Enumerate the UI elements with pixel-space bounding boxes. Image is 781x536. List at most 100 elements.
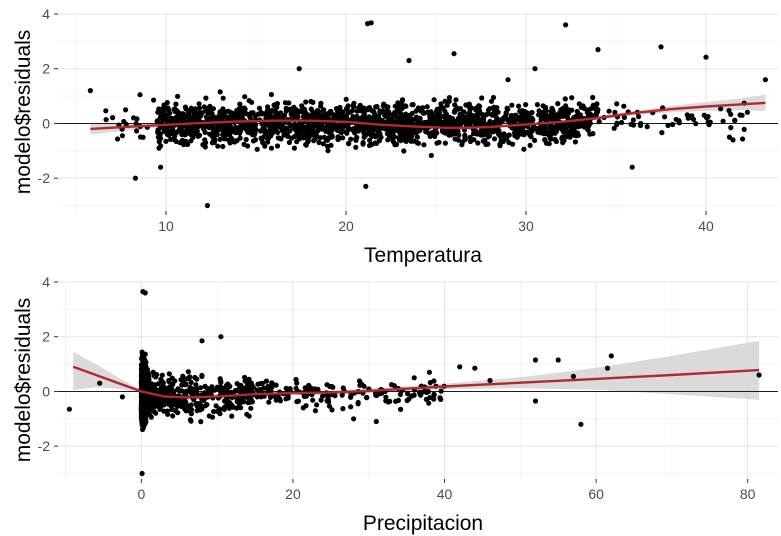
data-point xyxy=(160,398,166,405)
data-point xyxy=(321,107,327,113)
data-point xyxy=(237,128,243,134)
data-point xyxy=(314,123,320,129)
data-point xyxy=(426,369,432,375)
data-point xyxy=(270,128,276,134)
data-point xyxy=(139,363,145,369)
data-point xyxy=(137,92,143,98)
loess-smooth-line xyxy=(90,101,766,131)
data-point xyxy=(211,408,217,415)
data-point xyxy=(249,132,255,138)
data-point xyxy=(388,382,395,388)
data-point xyxy=(156,145,162,151)
data-point xyxy=(263,115,269,121)
data-point xyxy=(205,105,211,111)
data-point xyxy=(395,105,401,111)
data-point xyxy=(243,136,249,143)
data-point xyxy=(604,365,611,371)
data-point xyxy=(659,130,665,136)
data-point xyxy=(544,131,550,137)
data-point xyxy=(762,77,769,83)
data-point xyxy=(404,397,410,404)
data-point xyxy=(161,408,167,414)
data-point xyxy=(555,101,561,107)
data-point xyxy=(269,384,275,390)
data-point xyxy=(312,408,318,414)
data-point xyxy=(186,407,192,413)
data-point xyxy=(288,111,294,118)
data-point xyxy=(498,138,504,144)
y-tick-label: 4 xyxy=(42,6,50,22)
data-point xyxy=(399,98,405,104)
data-point xyxy=(278,136,284,142)
precipitacion-panel: 0 20 40 60 80 -2 0 2 4 Precipitacion modelo$res… xyxy=(12,274,778,535)
data-point xyxy=(202,129,208,135)
data-point xyxy=(327,110,333,116)
data-point xyxy=(411,375,417,381)
data-point xyxy=(443,111,449,117)
data-point xyxy=(467,109,473,115)
data-point xyxy=(215,125,221,131)
data-point xyxy=(304,124,310,130)
data-point xyxy=(574,108,580,115)
data-point xyxy=(318,103,324,109)
precipitacion-y-axis-title: modelo$residuals xyxy=(12,298,35,463)
data-point xyxy=(144,367,151,373)
y-tick-label: 2 xyxy=(42,61,50,77)
data-point xyxy=(254,394,260,400)
data-point xyxy=(217,89,223,95)
data-point xyxy=(203,140,209,146)
data-point xyxy=(266,399,272,405)
data-point xyxy=(257,381,263,387)
data-point xyxy=(217,136,223,142)
data-point xyxy=(559,111,566,117)
data-point xyxy=(192,386,198,392)
data-point xyxy=(252,137,259,143)
data-point xyxy=(431,97,437,103)
precipitacion-confidence-band xyxy=(73,340,760,401)
data-point xyxy=(523,118,530,124)
data-point xyxy=(335,134,341,140)
data-point xyxy=(344,123,350,129)
data-point xyxy=(246,376,252,382)
data-point xyxy=(301,111,307,117)
data-point xyxy=(493,114,499,120)
data-point xyxy=(442,140,448,146)
data-point xyxy=(340,385,346,391)
data-point xyxy=(318,397,324,403)
data-point xyxy=(159,378,165,384)
data-point xyxy=(737,112,743,118)
data-point xyxy=(576,101,582,107)
data-point xyxy=(368,20,374,26)
data-point xyxy=(423,129,429,135)
data-point xyxy=(528,130,534,136)
x-tick-label: 10 xyxy=(158,218,174,234)
data-point xyxy=(740,136,746,142)
x-tick-label: 40 xyxy=(698,218,714,234)
data-point xyxy=(188,379,194,385)
data-point xyxy=(294,139,300,145)
data-point xyxy=(314,402,320,408)
data-point xyxy=(371,132,377,138)
data-point xyxy=(403,138,409,144)
data-point xyxy=(215,385,222,391)
data-point xyxy=(273,397,279,403)
data-point xyxy=(197,385,204,391)
data-point xyxy=(149,386,155,393)
data-point xyxy=(217,115,223,121)
data-point xyxy=(295,123,301,129)
data-point xyxy=(212,136,218,142)
data-point xyxy=(590,131,596,137)
data-point xyxy=(387,398,393,404)
data-point xyxy=(202,403,209,409)
data-point xyxy=(310,132,316,138)
data-point xyxy=(215,143,221,149)
data-point xyxy=(361,105,367,111)
data-point xyxy=(265,139,271,145)
data-point xyxy=(310,397,316,403)
data-point xyxy=(348,394,354,400)
data-point xyxy=(202,384,208,390)
data-point xyxy=(194,115,200,121)
data-point xyxy=(300,405,306,411)
data-point xyxy=(198,419,204,425)
